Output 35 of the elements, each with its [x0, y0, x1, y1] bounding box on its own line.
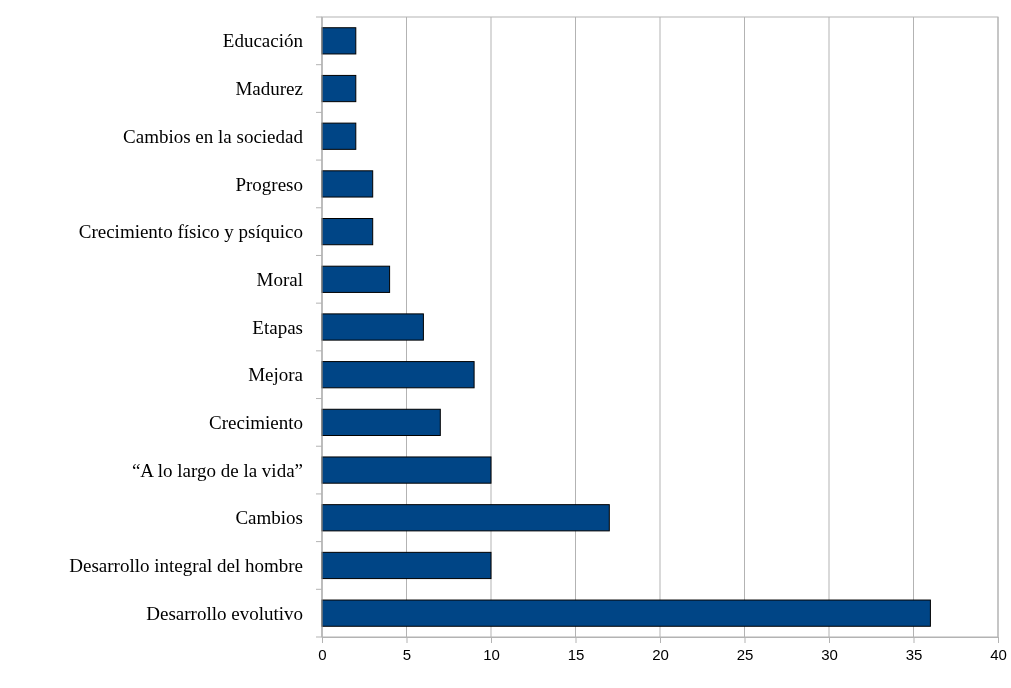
y-tick-label: Progreso	[235, 173, 303, 195]
bar	[321, 456, 492, 484]
bar	[321, 170, 374, 198]
x-tick-label: 30	[821, 645, 838, 663]
y-tick-label: Moral	[256, 268, 303, 290]
bar	[321, 265, 391, 293]
y-tick-label: Mejora	[248, 364, 304, 386]
bar	[321, 408, 441, 436]
y-tick-label: Educación	[222, 30, 304, 52]
x-tick-label: 5	[402, 645, 412, 663]
bar	[321, 218, 374, 246]
x-tick-label: 10	[483, 645, 500, 663]
y-tick-label: Desarrollo integral del hombre	[69, 555, 303, 577]
x-tick-label: 40	[990, 645, 1007, 663]
x-tick-label: 20	[652, 645, 669, 663]
bar	[321, 361, 475, 389]
x-tick-label: 35	[905, 645, 923, 663]
bar	[321, 504, 610, 532]
y-tick-label: Crecimiento físico y psíquico	[78, 221, 303, 243]
x-tick-label: 25	[736, 645, 754, 663]
bar	[321, 122, 357, 150]
bar	[321, 74, 357, 103]
bar	[321, 551, 492, 580]
bar	[321, 27, 357, 55]
y-tick-label: Madurez	[235, 78, 303, 100]
bar	[321, 313, 424, 341]
x-tick-label: 15	[567, 645, 585, 663]
y-tick-label: Etapas	[252, 316, 303, 338]
y-tick-label: Cambios	[235, 507, 303, 529]
y-tick-label: “A lo largo de la vida”	[131, 459, 303, 481]
bar	[321, 599, 931, 627]
y-tick-label: Cambios en la sociedad	[123, 125, 304, 147]
y-tick-label: Crecimiento	[209, 412, 303, 434]
y-tick-label: Desarrollo evolutivo	[146, 602, 303, 624]
x-tick-label: 0	[318, 645, 327, 663]
